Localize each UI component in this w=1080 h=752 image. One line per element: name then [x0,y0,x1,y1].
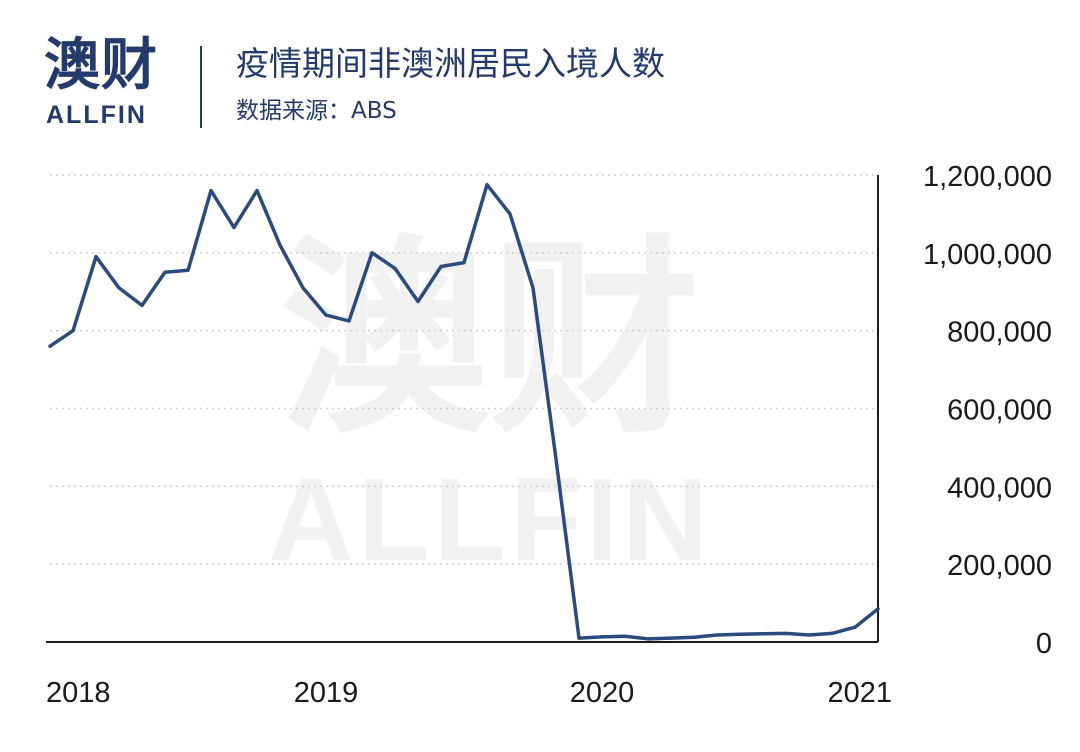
data-point [784,631,788,636]
watermark-cn: 澳财 [280,222,700,457]
data-point [94,255,98,259]
data-point [163,270,167,274]
data-point [623,634,627,638]
y-tick-label: 0 [1036,628,1052,660]
y-tick-label: 400,000 [947,472,1052,504]
y-tick-label: 200,000 [947,550,1052,582]
data-point [140,303,144,307]
data-point [577,636,581,640]
brand-logo-cn: 澳财 [44,33,158,98]
data-point [508,212,512,216]
data-point [554,457,558,461]
data-point [324,313,328,317]
chart-subtitle: 数据来源：ABS [236,98,397,124]
header-divider [200,46,202,128]
data-point [692,635,696,639]
chart-title: 疫情期间非澳洲居民入境人数 [236,44,665,83]
data-point [876,607,880,611]
data-point [646,637,650,641]
brand-logo-en: ALLFIN [46,101,147,129]
data-point [186,268,190,272]
watermark-en: ALLFIN [268,454,711,586]
y-tick-label: 1,000,000 [923,239,1052,271]
x-tick-label: 2021 [827,677,892,709]
data-point [761,632,765,636]
chart-header: 澳财 ALLFIN 疫情期间非澳洲居民入境人数 数据来源：ABS [0,0,1080,140]
data-point [531,286,535,290]
data-point [117,286,121,290]
data-point [439,264,443,269]
data-point [301,286,305,290]
data-point [462,261,466,265]
data-point [370,251,374,255]
data-point [232,225,236,230]
data-point [255,189,259,193]
data-point [48,344,52,348]
y-tick-label: 800,000 [947,317,1052,349]
data-point [416,299,420,304]
x-tick-label: 2018 [46,677,111,709]
data-point [715,633,719,637]
data-point [393,266,397,270]
y-tick-label: 600,000 [947,395,1052,427]
data-point [600,635,604,639]
data-point [209,189,213,193]
x-tick-label: 2020 [570,677,635,709]
data-point [71,329,75,333]
x-tick-label: 2019 [294,677,359,709]
data-point [830,631,834,636]
y-tick-label: 1,200,000 [923,161,1052,193]
data-point [669,636,673,640]
data-point [347,319,351,323]
data-point [485,183,489,187]
data-point [278,243,282,247]
data-point [807,633,811,637]
data-point [738,632,742,636]
data-point [853,625,857,629]
